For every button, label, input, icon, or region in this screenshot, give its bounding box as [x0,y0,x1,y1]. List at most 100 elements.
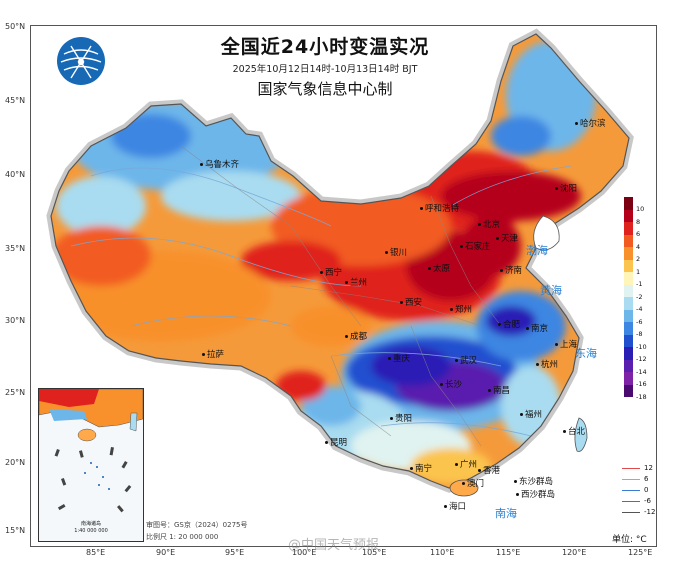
city-label: 香港 [478,464,500,476]
legend-swatch [624,247,633,260]
legend-swatch [624,284,633,297]
legend-label: -14 [636,367,647,376]
city-label: 济南 [500,264,522,276]
watermark: @中国天气预报 [288,538,380,553]
legend-label: 10 [636,205,645,213]
legend-swatch [624,359,633,372]
contour-line-swatch [622,478,640,480]
contour-line-swatch [622,489,640,491]
legend-swatch [624,384,633,397]
city-label: 北京 [478,218,500,230]
city-label: 南京 [526,322,548,334]
contour-line-swatch [622,500,640,502]
legend-swatch [624,322,633,335]
contour-line-swatch [622,511,640,513]
contour-legend-item: -12 [622,508,655,516]
city-label: 福州 [520,408,542,420]
legend-swatch [624,297,633,310]
lon-tick: 90°E [156,548,176,557]
sea-label: 南海 [495,507,517,520]
legend-swatch [624,309,633,322]
contour-legend-label: -6 [644,497,651,505]
city-label: 贵阳 [390,412,412,424]
city-label: 银川 [385,246,407,258]
time-range: 2025年10月12日14时-10月13日14时 BJT [232,64,418,75]
title-block: 全国近24小时变温实况 2025年10月12日14时-10月13日14时 BJT… [175,32,475,99]
legend-swatch [624,259,633,272]
lat-tick: 40°N [5,170,26,179]
legend-label: 2 [636,255,641,263]
city-label: 台北 [563,425,585,437]
map-frame [30,25,657,547]
city-label: 西宁 [320,266,342,278]
city-label: 西安 [400,296,422,308]
city-label: 兰州 [345,276,367,288]
lon-tick: 115°E [496,548,521,557]
temperature-change-map [46,28,634,497]
sea-label: 黄海 [540,284,562,297]
city-label: 武汉 [455,354,477,366]
city-label: 昆明 [325,436,347,448]
city-label: 郑州 [450,303,472,315]
city-label: 石家庄 [460,240,491,252]
page-title: 全国近24小时变温实况 [220,36,430,58]
city-label: 澳门 [462,477,484,489]
unit-label: 单位: °C [612,535,647,545]
city-label: 太原 [428,262,450,274]
contour-legend-label: -12 [644,508,656,516]
hainan-island [449,479,479,497]
legend-label: 4 [636,242,641,251]
city-label: 东沙群岛 [514,475,553,487]
south-china-sea-inset: 南海诸岛 1:40 000 000 [38,388,144,542]
legend-swatch [624,272,633,285]
legend-label: -1 [636,280,643,288]
lon-tick: 85°E [86,548,106,557]
contour-legend-label: 0 [644,486,649,494]
lon-tick: 95°E [225,548,245,557]
city-label: 杭州 [536,358,558,370]
legend-swatch [624,209,633,222]
city-label: 沈阳 [555,182,577,194]
lat-tick: 30°N [5,316,26,325]
legend-label: 1 [636,267,641,276]
cma-logo [57,37,105,85]
city-label: 西沙群岛 [516,488,555,500]
legend-swatch [624,234,633,247]
lat-tick: 50°N [5,22,26,31]
lat-tick: 20°N [5,458,26,467]
legend-swatch [624,347,633,360]
legend-label: 8 [636,217,641,226]
lat-tick: 35°N [5,244,26,253]
inset-map [39,389,143,513]
legend-label: -18 [636,392,647,401]
legend-swatch [624,334,633,347]
sea-label: 渤海 [526,244,548,257]
lon-tick: 105°E [362,548,387,557]
map-approval-number: 审图号：GS京（2024）0275号 [146,521,248,529]
contour-legend-item: 0 [622,486,648,494]
contour-legend-item: -6 [622,497,651,505]
legend-label: -12 [636,355,647,363]
legend-label: -16 [636,380,647,388]
contour-line-swatch [622,467,640,469]
legend-swatch [624,372,633,385]
bohai-sea [533,215,560,251]
contour-legend-label: 12 [644,464,653,472]
city-label: 南昌 [488,384,510,396]
legend-label: -8 [636,330,643,338]
legend-label: -10 [636,342,647,351]
sea-label: 东海 [575,347,597,360]
city-label: 呼和浩特 [420,202,459,214]
lat-tick: 15°N [5,526,26,535]
contour-legend-item: 6 [622,475,648,483]
city-label: 长沙 [440,378,462,390]
city-label: 重庆 [388,352,410,364]
legend-label: 6 [636,230,641,238]
color-legend-bar [624,197,633,397]
city-label: 哈尔滨 [575,117,606,129]
lon-tick: 100°E [292,548,317,557]
organization: 国家气象信息中心制 [257,80,393,98]
city-label: 上海 [555,338,577,350]
legend-label: -4 [636,305,643,313]
city-label: 海口 [444,500,466,512]
